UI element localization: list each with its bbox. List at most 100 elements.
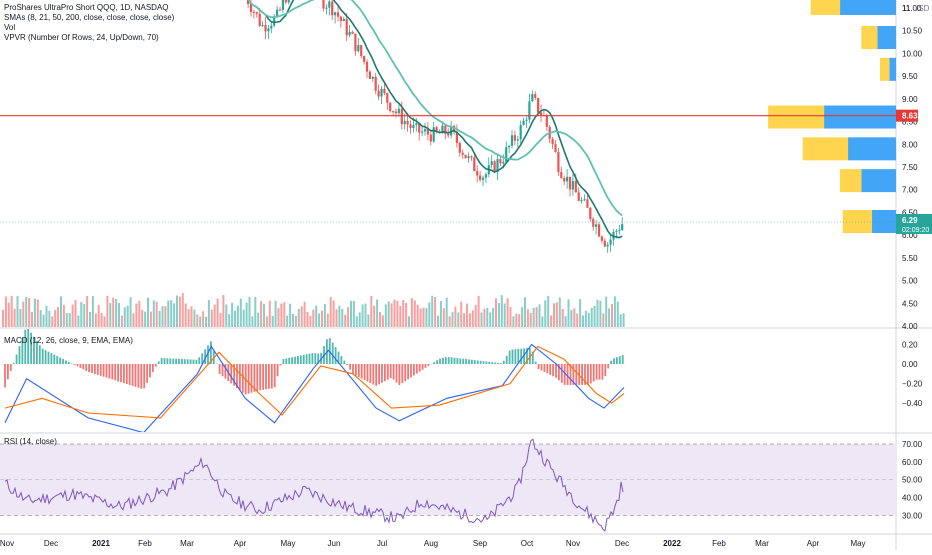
volume-bar: [202, 311, 204, 327]
time-tick-label: 2021: [92, 539, 110, 548]
macd-histogram-bar: [352, 364, 354, 374]
macd-histogram-bar: [349, 364, 351, 370]
volume-bar: [333, 300, 335, 327]
volume-bar: [539, 304, 541, 327]
macd-legend[interactable]: MACD (12, 26, close, 9, EMA, EMA): [4, 336, 133, 346]
macd-histogram-bar: [280, 364, 282, 366]
macd-histogram-bar: [248, 364, 250, 394]
volume-bar: [208, 300, 210, 327]
volume-bar: [533, 308, 535, 327]
macd-histogram-bar: [480, 361, 482, 364]
volume-bar: [295, 316, 297, 327]
macd-histogram-bar: [117, 364, 119, 381]
volume-bar: [501, 295, 503, 327]
volume-bar: [109, 303, 111, 327]
macd-histogram-bar: [546, 364, 548, 373]
time-tick-label: Dec: [615, 539, 629, 548]
vpvr-up-bar: [861, 169, 896, 192]
volume-bar: [2, 310, 4, 327]
volume-bar: [544, 300, 546, 327]
macd-histogram-bar: [346, 364, 348, 365]
macd-histogram-bar: [285, 358, 287, 364]
symbol-title[interactable]: ProShares UltraPro Short QQQ, 1D, NASDAQ: [4, 3, 174, 13]
macd-histogram-bar: [332, 343, 334, 364]
macd-histogram-bar: [616, 357, 618, 364]
candle-body: [276, 10, 278, 17]
volume-bar: [307, 312, 309, 327]
candle-body: [607, 245, 609, 247]
volume-bar: [220, 313, 222, 327]
time-tick-label: Dec: [44, 539, 58, 548]
candle-body: [389, 103, 391, 111]
macd-histogram-bar: [24, 330, 26, 364]
macd-histogram-bar: [111, 364, 113, 379]
volume-bar: [510, 307, 512, 327]
candle-body: [592, 219, 594, 227]
volume-bar: [414, 300, 416, 327]
volume-bar: [608, 308, 610, 327]
volume-bar: [492, 308, 494, 327]
macd-histogram-bar: [619, 356, 621, 364]
macd-histogram-bar: [503, 361, 505, 364]
volume-bar: [11, 296, 13, 327]
macd-histogram-bar: [422, 364, 424, 370]
vol-legend[interactable]: Vol: [4, 23, 174, 33]
volume-bar: [22, 302, 24, 327]
volume-bar: [495, 298, 497, 327]
time-tick-label: Apr: [807, 539, 820, 548]
candle-body: [540, 113, 542, 116]
volume-bar: [266, 316, 268, 327]
macd-histogram-bar: [53, 355, 55, 364]
volume-bar: [478, 296, 480, 327]
macd-histogram-bar: [459, 358, 461, 364]
vpvr-legend[interactable]: VPVR (Number Of Rows, 24, Up/Down, 70): [4, 33, 174, 43]
price-tick-label: 4.50: [902, 299, 918, 308]
volume-bar: [382, 315, 384, 327]
macd-histogram-bar: [219, 364, 221, 374]
rsi-legend[interactable]: RSI (14, close): [4, 437, 57, 447]
volume-bar: [225, 304, 227, 327]
volume-bars: [2, 293, 625, 327]
candle-body: [346, 19, 348, 35]
vpvr-down-bar: [861, 26, 877, 49]
macd-histogram-bar: [497, 363, 499, 364]
candle-body: [563, 178, 565, 181]
macd-histogram-bar: [256, 364, 258, 391]
volume-bar: [283, 302, 285, 327]
time-tick-label: Apr: [234, 539, 247, 548]
volume-bar: [576, 313, 578, 327]
macd-histogram-bar: [80, 364, 82, 368]
time-tick-label: Jun: [328, 539, 341, 548]
macd-histogram-bar: [494, 363, 496, 364]
volume-bar: [48, 311, 50, 327]
macd-histogram-bar: [190, 359, 192, 364]
macd-histogram-bar: [512, 350, 514, 364]
candle-body: [523, 121, 525, 125]
volume-bar: [173, 303, 175, 327]
macd-histogram-bar: [309, 354, 311, 364]
sma-21-line: [245, 0, 622, 215]
macd-histogram-bar: [271, 364, 273, 388]
candle-body: [331, 2, 333, 16]
candle-body: [508, 146, 510, 147]
volume-bar: [127, 306, 129, 327]
candle-body: [357, 45, 359, 51]
volume-bar: [263, 304, 265, 327]
macd-histogram-bar: [129, 364, 131, 385]
volume-bar: [472, 310, 474, 327]
candle-body: [325, 8, 327, 9]
volume-bar: [167, 301, 169, 327]
macd-histogram-bar: [222, 364, 224, 376]
candle-body: [360, 45, 362, 56]
volume-bar: [130, 297, 132, 327]
candle-body: [581, 200, 583, 201]
volume-bar: [417, 305, 419, 327]
sma-legend[interactable]: SMAs (8, 21, 50, 200, close, close, clos…: [4, 13, 174, 23]
macd-histogram-bar: [520, 349, 522, 364]
volume-bar: [443, 308, 445, 327]
macd-histogram-bar: [74, 364, 76, 365]
rsi-pane[interactable]: [0, 439, 896, 531]
volume-bar: [231, 303, 233, 327]
